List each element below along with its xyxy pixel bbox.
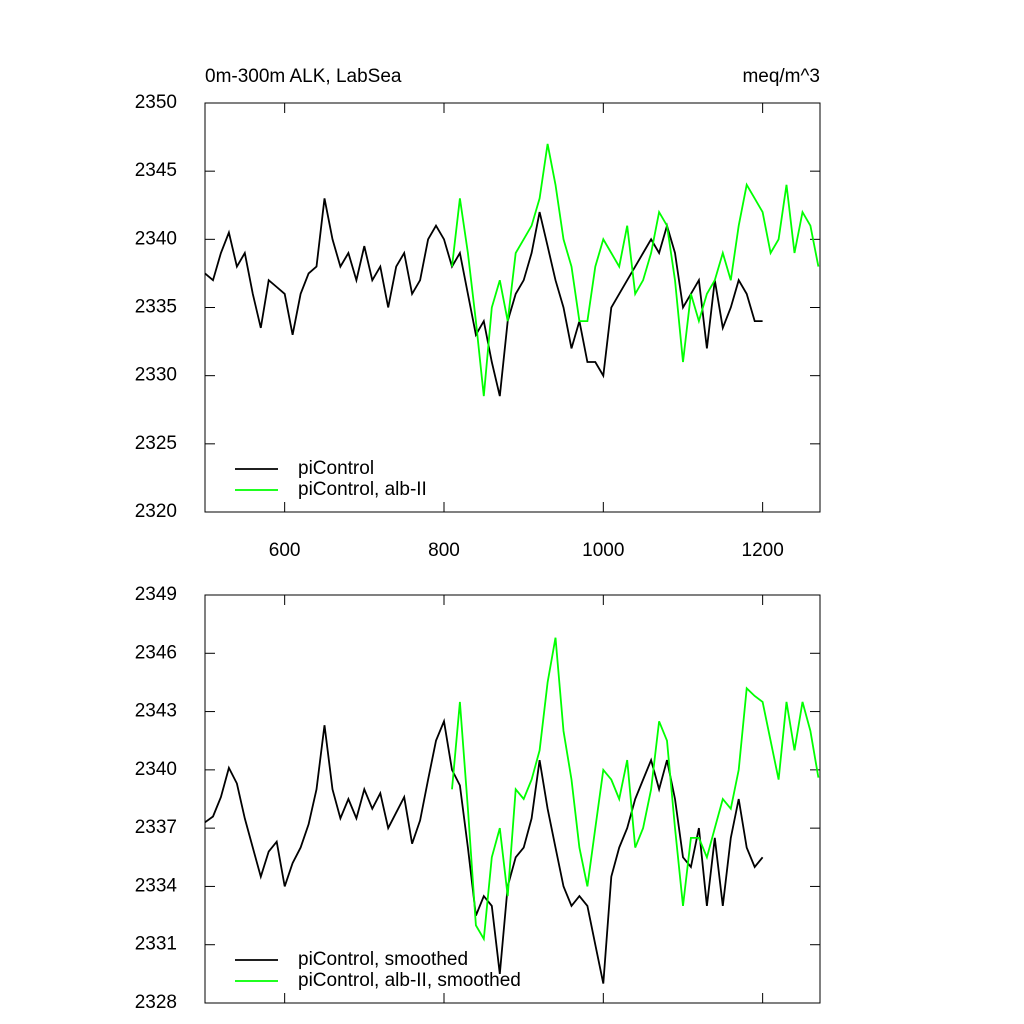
data-line: [204, 198, 763, 397]
y-tick-label: 2340: [135, 228, 177, 249]
y-tick-label: 2345: [135, 160, 177, 181]
units-label: meq/m^3: [742, 66, 820, 87]
y-tick-label: 2330: [135, 365, 177, 386]
y-tick-label: 2337: [135, 817, 177, 838]
legend-label: piControl, alb-II, smoothed: [298, 970, 521, 991]
y-tick-label: 2349: [135, 584, 177, 605]
y-tick-label: 2331: [135, 934, 177, 955]
data-line: [204, 718, 764, 984]
data-line: [451, 637, 820, 942]
legend-label: piControl, smoothed: [298, 949, 468, 970]
data-line: [451, 143, 820, 397]
y-tick-label: 2320: [135, 501, 177, 522]
x-tick-label: 600: [269, 540, 301, 561]
plot-frame: [204, 594, 821, 1004]
chart-title: 0m-300m ALK, LabSea: [205, 66, 402, 87]
y-tick-label: 2340: [135, 759, 177, 780]
x-tick-label: 1200: [742, 540, 784, 561]
y-tick-label: 2346: [135, 642, 177, 663]
legend-label: piControl, alb-II: [298, 479, 427, 500]
y-tick-label: 2335: [135, 297, 177, 318]
y-tick-label: 2334: [135, 875, 178, 896]
y-tick-label: 2325: [135, 433, 177, 454]
x-tick-label: 1000: [582, 540, 624, 561]
legend-label: piControl: [298, 458, 374, 479]
x-tick-label: 800: [428, 540, 460, 561]
y-tick-label: 2328: [135, 992, 177, 1013]
y-tick-label: 2350: [135, 92, 177, 113]
y-tick-label: 2343: [135, 701, 177, 722]
